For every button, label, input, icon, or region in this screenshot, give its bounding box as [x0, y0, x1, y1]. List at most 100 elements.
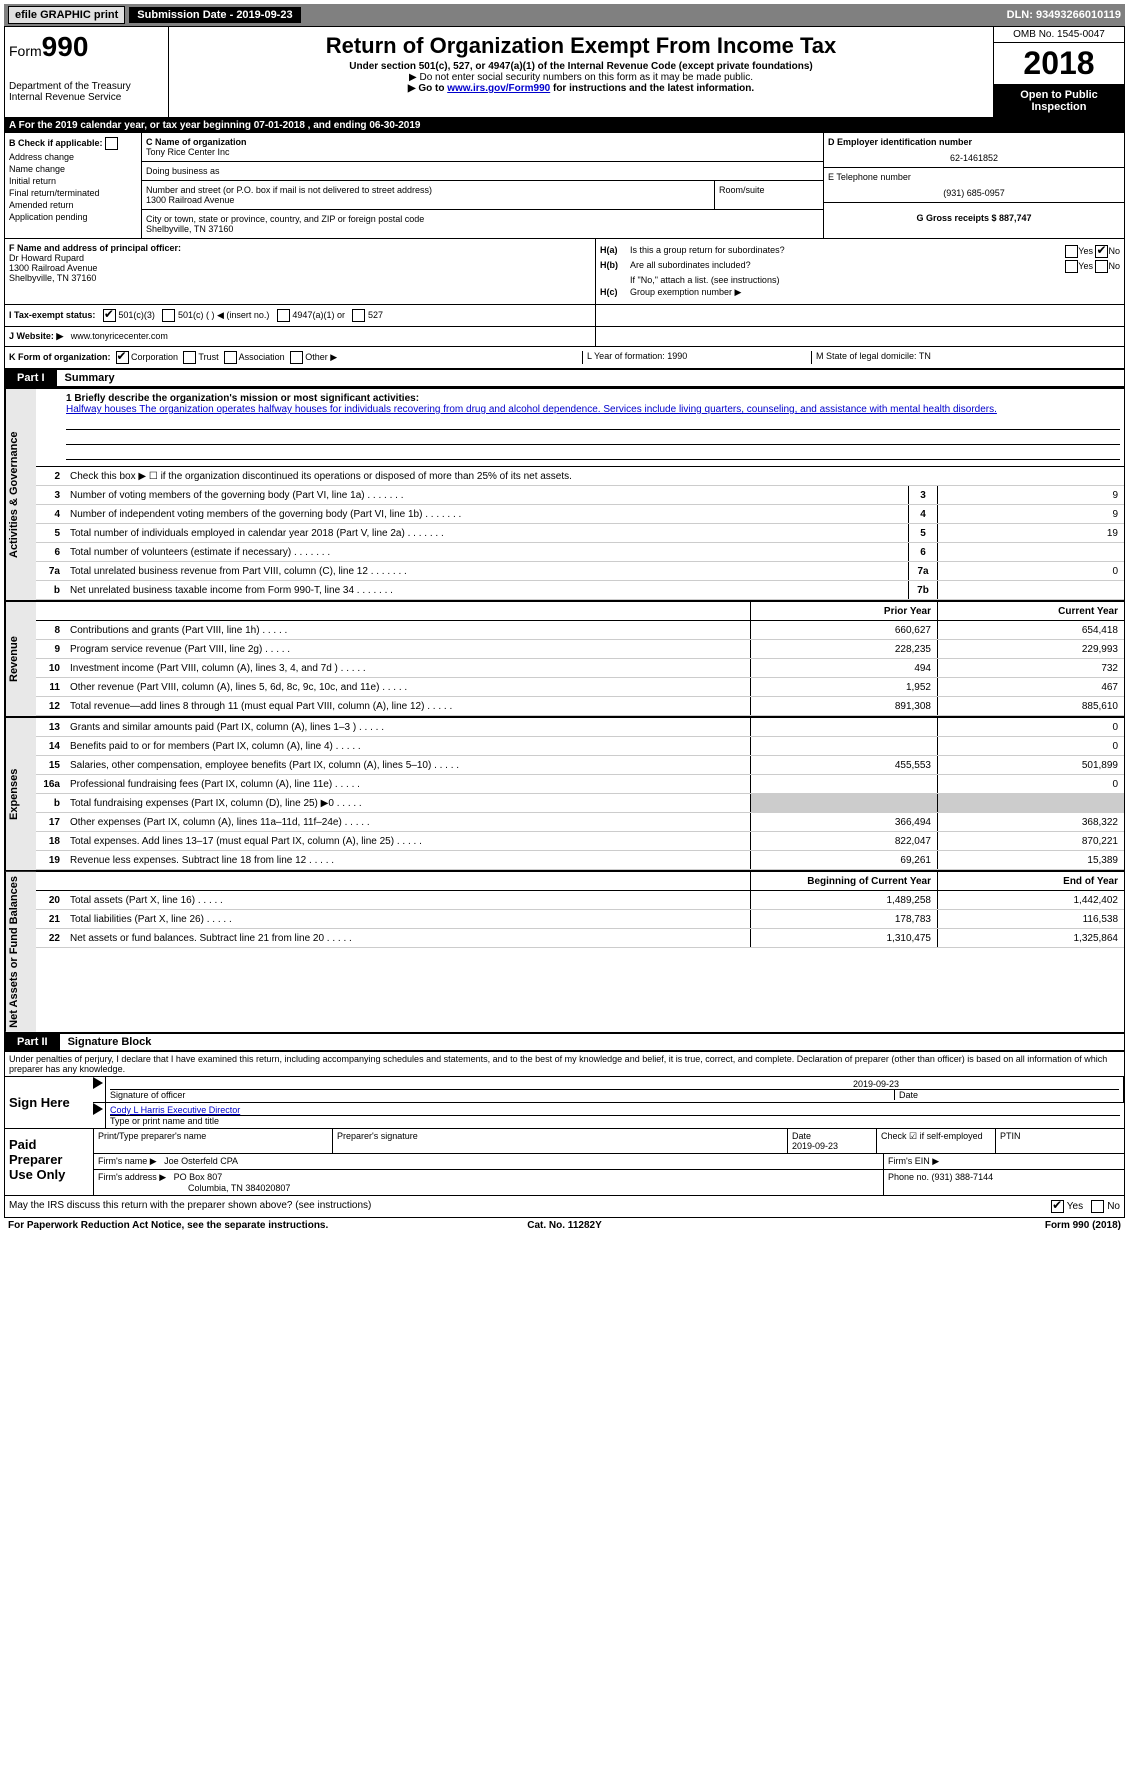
submission-date: Submission Date - 2019-09-23 [129, 7, 300, 23]
section-activities-governance: Activities & Governance 1 Briefly descri… [5, 387, 1124, 600]
form-990-container: Form990 Department of the Treasury Inter… [4, 26, 1125, 1052]
col-c-org-info: C Name of organization Tony Rice Center … [142, 133, 823, 238]
section-fh: F Name and address of principal officer:… [5, 239, 1124, 305]
check-option: Name change [9, 164, 137, 174]
officer-name: Dr Howard Rupard [9, 253, 591, 263]
side-label-revenue: Revenue [5, 602, 36, 716]
side-label-governance: Activities & Governance [5, 389, 36, 600]
form-note2: ▶ Go to www.irs.gov/Form990 for instruct… [173, 83, 989, 94]
form-prefix: Form [9, 43, 42, 59]
city-state-zip: Shelbyville, TN 37160 [146, 224, 819, 234]
summary-line: 12Total revenue—add lines 8 through 11 (… [36, 697, 1124, 716]
tax-year: 2018 [994, 43, 1124, 85]
dba-label: Doing business as [146, 166, 819, 176]
summary-line: 6Total number of volunteers (estimate if… [36, 543, 1124, 562]
org-name: Tony Rice Center Inc [146, 147, 819, 157]
officer-typed-name[interactable]: Cody L Harris Executive Director [110, 1105, 240, 1115]
form-title: Return of Organization Exempt From Incom… [173, 33, 989, 59]
summary-line: 3Number of voting members of the governi… [36, 486, 1124, 505]
section-net-assets: Net Assets or Fund Balances Beginning of… [5, 870, 1124, 1032]
section-expenses: Expenses 13Grants and similar amounts pa… [5, 716, 1124, 870]
mission-block: 1 Briefly describe the organization's mi… [36, 389, 1124, 467]
footer-form-ref: Form 990 (2018) [750, 1220, 1121, 1231]
form-number: 990 [42, 31, 89, 62]
summary-line: 13Grants and similar amounts paid (Part … [36, 718, 1124, 737]
section-revenue: Revenue Prior Year Current Year 8Contrib… [5, 600, 1124, 716]
checkbox-yes-icon[interactable] [1051, 1200, 1064, 1213]
col-h: H(a) Is this a group return for subordin… [596, 239, 1124, 304]
omb-number: OMB No. 1545-0047 [994, 27, 1124, 43]
firm-phone: Phone no. (931) 388-7144 [884, 1170, 1124, 1195]
footer-left: For Paperwork Reduction Act Notice, see … [8, 1220, 379, 1231]
summary-line: bTotal fundraising expenses (Part IX, co… [36, 794, 1124, 813]
street-address: 1300 Railroad Avenue [146, 195, 710, 205]
header-center-col: Return of Organization Exempt From Incom… [169, 27, 993, 117]
summary-line: 16aProfessional fundraising fees (Part I… [36, 775, 1124, 794]
efile-graphic-label: efile GRAPHIC print [8, 6, 125, 24]
part-ii-header: Part II Signature Block [5, 1032, 1124, 1051]
side-label-net-assets: Net Assets or Fund Balances [5, 872, 36, 1032]
sign-here-label: Sign Here [5, 1077, 93, 1128]
check-option: Amended return [9, 200, 137, 210]
summary-line: 22Net assets or fund balances. Subtract … [36, 929, 1124, 948]
check-option: Initial return [9, 176, 137, 186]
part-i-header: Part I Summary [5, 369, 1124, 387]
check-icon[interactable] [105, 137, 118, 150]
ein: 62-1461852 [828, 147, 1120, 163]
mission-text[interactable]: Halfway houses The organization operates… [66, 404, 997, 415]
state-domicile: M State of legal domicile: TN [812, 351, 1120, 364]
col-deg: D Employer identification number 62-1461… [823, 133, 1124, 238]
form-note1: ▶ Do not enter social security numbers o… [173, 72, 989, 83]
room-suite: Room/suite [715, 181, 823, 209]
irs-label: Internal Revenue Service [9, 92, 164, 103]
penalties-perjury: Under penalties of perjury, I declare th… [5, 1052, 1124, 1076]
summary-line: 8Contributions and grants (Part VIII, li… [36, 621, 1124, 640]
summary-line: 21Total liabilities (Part X, line 26) . … [36, 910, 1124, 929]
col-b-checks: B Check if applicable: Address changeNam… [5, 133, 142, 238]
footer-cat-no: Cat. No. 11282Y [379, 1220, 750, 1231]
officer-street: 1300 Railroad Avenue [9, 263, 591, 273]
summary-line: 18Total expenses. Add lines 13–17 (must … [36, 832, 1124, 851]
row-i-tax-exempt: I Tax-exempt status: 501(c)(3) 501(c) ( … [5, 305, 1124, 327]
row-klm: K Form of organization: Corporation Trus… [5, 347, 1124, 369]
open-to-public: Open to Public Inspection [994, 85, 1124, 117]
dept-treasury: Department of the Treasury [9, 81, 164, 92]
section-bcdeg: B Check if applicable: Address changeNam… [5, 133, 1124, 239]
checkbox-corp-icon[interactable] [116, 351, 129, 364]
efile-top-bar: efile GRAPHIC print Submission Date - 20… [4, 4, 1125, 26]
row-a-calendar-year: A For the 2019 calendar year, or tax yea… [5, 118, 1124, 133]
form-subtitle: Under section 501(c), 527, or 4947(a)(1)… [173, 61, 989, 72]
side-label-expenses: Expenses [5, 718, 36, 870]
paid-preparer-label: Paid Preparer Use Only [5, 1129, 93, 1195]
row-j-website: J Website: ▶ www.tonyricecenter.com [5, 327, 1124, 347]
page-footer: For Paperwork Reduction Act Notice, see … [4, 1218, 1125, 1233]
irs-gov-link[interactable]: www.irs.gov/Form990 [447, 83, 550, 94]
firm-name: Joe Osterfeld CPA [164, 1156, 238, 1166]
arrow-icon [93, 1077, 103, 1089]
summary-line: 14Benefits paid to or for members (Part … [36, 737, 1124, 756]
summary-line: 20Total assets (Part X, line 16) . . . .… [36, 891, 1124, 910]
dln: DLN: 93493266010119 [1007, 9, 1121, 21]
website-value: www.tonyricecenter.com [71, 331, 168, 341]
summary-line: 19Revenue less expenses. Subtract line 1… [36, 851, 1124, 870]
summary-line: 7aTotal unrelated business revenue from … [36, 562, 1124, 581]
summary-line: 17Other expenses (Part IX, column (A), l… [36, 813, 1124, 832]
summary-line: 4Number of independent voting members of… [36, 505, 1124, 524]
check-option: Address change [9, 152, 137, 162]
col-f-officer: F Name and address of principal officer:… [5, 239, 596, 304]
telephone: (931) 685-0957 [828, 182, 1120, 198]
check-option: Application pending [9, 212, 137, 222]
firm-address: PO Box 807 [174, 1172, 223, 1182]
summary-line: 15Salaries, other compensation, employee… [36, 756, 1124, 775]
checkbox-501c3-icon[interactable] [103, 309, 116, 322]
firm-city: Columbia, TN 384020807 [98, 1183, 879, 1193]
summary-line: 10Investment income (Part VIII, column (… [36, 659, 1124, 678]
year-formation: L Year of formation: 1990 [582, 351, 812, 364]
check-option: Final return/terminated [9, 188, 137, 198]
summary-line: 9Program service revenue (Part VIII, lin… [36, 640, 1124, 659]
summary-line: bNet unrelated business taxable income f… [36, 581, 1124, 600]
checkbox-no-icon[interactable] [1095, 245, 1108, 258]
header-right-col: OMB No. 1545-0047 2018 Open to Public In… [993, 27, 1124, 117]
form-header: Form990 Department of the Treasury Inter… [5, 27, 1124, 118]
summary-line: 5Total number of individuals employed in… [36, 524, 1124, 543]
